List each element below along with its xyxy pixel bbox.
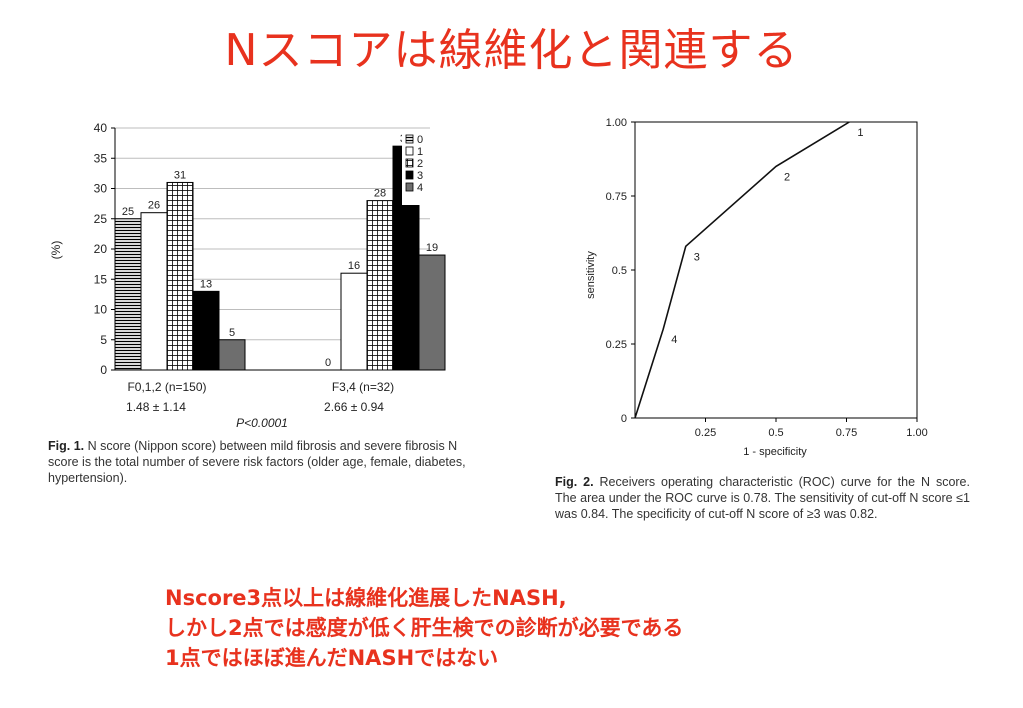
y-tick-label: 20 [94, 242, 108, 256]
fig1-caption-label: Fig. 1. [48, 439, 85, 453]
y-axis-label-roc: sensitivity [585, 251, 597, 299]
roc-point-label-4: 4 [671, 334, 677, 346]
bar-value-label: 26 [148, 200, 160, 212]
legend-label: 1 [417, 146, 423, 158]
fig1-caption-text: N score (Nippon score) between mild fibr… [48, 439, 466, 485]
bar-value-label: 25 [122, 206, 134, 218]
bar-value-label: 28 [374, 188, 386, 200]
note-line-3: 1点ではほぼ進んだNASHではない [165, 646, 499, 670]
y-tick-label: 40 [94, 121, 108, 135]
bar-value-label: 0 [325, 357, 331, 369]
legend-swatch-1 [405, 146, 414, 156]
fig1-caption: Fig. 1. N score (Nippon score) between m… [48, 438, 488, 486]
conclusion-notes: Nscore3点以上は線維化進展したNASH, しかし2点では感度が低く肝生検で… [165, 583, 683, 673]
bar-score-2-group-0 [166, 181, 194, 371]
fig2-caption-text: Receivers operating characteristic (ROC)… [555, 475, 970, 521]
note-line-1: Nscore3点以上は線維化進展したNASH, [165, 586, 567, 610]
y-tick-label: 0.5 [612, 265, 627, 277]
y-tick-label: 25 [94, 212, 108, 226]
roc-curve-chart: 0.25 0.5 0.75 1.00 0 0.25 0.5 0.75 1.00 4 3 2 1 1 -… [585, 117, 928, 458]
y-tick-label: 0 [100, 363, 107, 377]
y-tick-label: 5 [100, 333, 107, 347]
x-tick-label: 0.25 [695, 427, 716, 439]
legend-label: 2 [417, 158, 423, 170]
fig2-caption: Fig. 2. Receivers operating characterist… [555, 474, 970, 522]
bar-value-label: 31 [174, 169, 186, 181]
y-axis-label: (%) [49, 241, 63, 260]
y-tick-label: 0.25 [606, 339, 627, 351]
bar-score-4-group-0 [218, 339, 246, 371]
roc-point-label-1: 1 [857, 127, 863, 139]
slide-title: Nスコアは線維化と関連する [224, 25, 799, 76]
legend-box [402, 133, 430, 205]
x-tick-label: 0.5 [768, 427, 783, 439]
legend-swatch-0 [405, 134, 414, 144]
x-tick-label: 0.75 [836, 427, 857, 439]
roc-point-label-2: 2 [784, 171, 790, 183]
group-label-severe: F3,4 (n=32) [332, 380, 394, 394]
legend-swatch-2 [405, 158, 414, 168]
bar-score-4-group-1 [418, 254, 446, 371]
group-label-mild: F0,1,2 (n=150) [127, 380, 206, 394]
bar-score-1-group-0 [140, 212, 168, 371]
y-tick-label: 35 [94, 151, 108, 165]
bar-score-1-group-1 [340, 272, 368, 371]
bar-value-label: 5 [229, 327, 235, 339]
bar-score-2-group-1 [366, 200, 394, 371]
bar-score-3-group-0 [192, 290, 220, 371]
fig2-caption-label: Fig. 2. [555, 475, 594, 489]
y-tick-label: 30 [94, 182, 108, 196]
legend-label: 0 [417, 134, 423, 146]
roc-curve-line [634, 121, 850, 419]
x-axis-label: 1 - specificity [743, 446, 807, 458]
legend-swatch-4 [405, 182, 414, 192]
legend-swatch-3 [405, 170, 414, 180]
y-tick-label: 10 [94, 303, 108, 317]
bar-value-label: 19 [426, 242, 438, 254]
y-tick-label: 1.00 [606, 117, 627, 129]
x-tick-label: 1.00 [906, 427, 927, 439]
p-value: P<0.0001 [236, 416, 288, 430]
y-tick-label: 0.75 [606, 191, 627, 203]
y-tick-label: 15 [94, 272, 108, 286]
y-tick-label: 0 [621, 413, 627, 425]
note-line-2: しかし2点では感度が低く肝生検での診断が必要である [165, 616, 684, 640]
bar-value-label: 16 [348, 260, 360, 272]
roc-point-label-3: 3 [694, 251, 700, 263]
bar-score-0-group-0 [114, 218, 142, 371]
legend-label: 3 [417, 170, 423, 182]
bar-value-label: 13 [200, 278, 212, 290]
group-stat-mild: 1.48 ± 1.14 [126, 400, 186, 414]
legend-label: 4 [417, 182, 423, 194]
group-stat-severe: 2.66 ± 0.94 [324, 400, 384, 414]
